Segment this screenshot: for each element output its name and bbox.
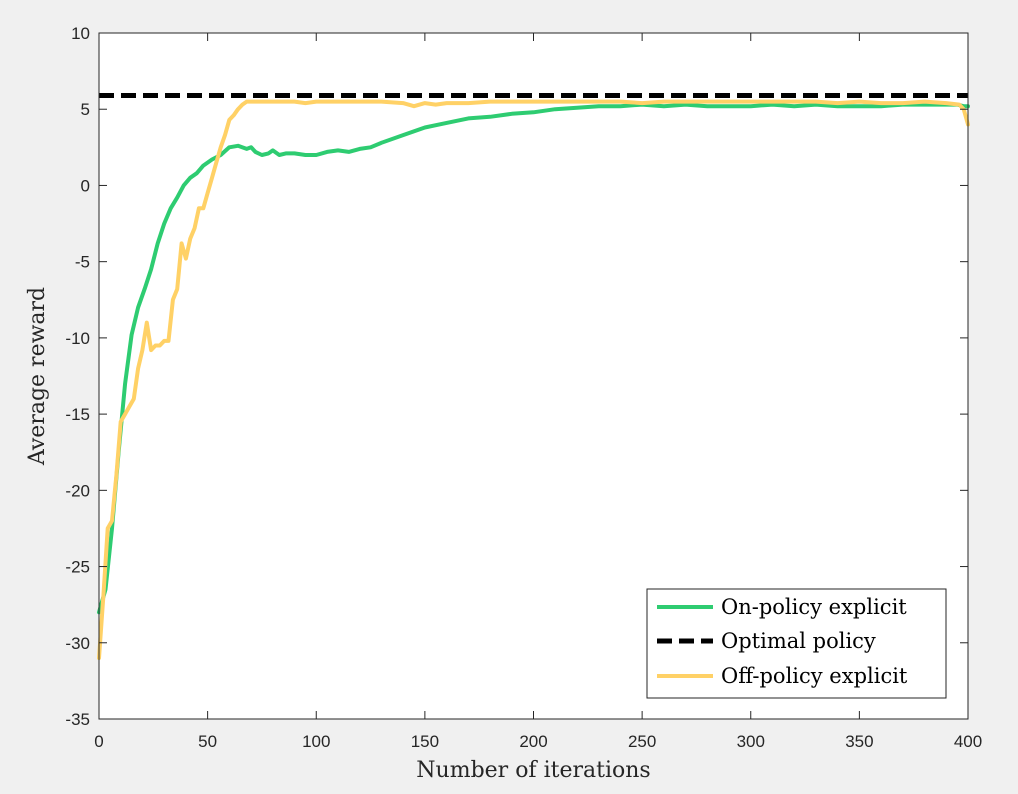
y-tick-label: -25 <box>65 558 90 577</box>
plot-frame <box>98 32 969 720</box>
x-tick-label: 400 <box>954 732 982 751</box>
x-tick-label: 0 <box>94 732 103 751</box>
legend: On-policy explicit Optimal policy Off-poli… <box>646 588 947 699</box>
y-tick-label: 5 <box>81 100 90 119</box>
x-tick-label: 300 <box>737 732 765 751</box>
series-layer <box>97 93 970 660</box>
x-tick-label: 350 <box>845 732 873 751</box>
ticks-layer: 0 50 100 150 200 250 300 350 4001050-5-10-15-20-… <box>65 24 982 751</box>
y-tick-label: 0 <box>81 176 90 195</box>
x-axis-title: Number of iterations <box>416 758 650 783</box>
y-tick-label: 10 <box>71 24 90 43</box>
legend-label-0: On-policy explicit <box>721 595 907 619</box>
y-axis-title: Average reward <box>25 287 50 466</box>
x-tick-label: 250 <box>628 732 656 751</box>
legend-label-1: Optimal policy <box>721 629 876 653</box>
series-line-0 <box>97 102 970 615</box>
y-tick-label: -20 <box>65 481 90 500</box>
x-tick-label: 150 <box>411 732 439 751</box>
legend-label-2: Off-policy explicit <box>721 664 908 688</box>
y-tick-label: -30 <box>65 634 90 653</box>
x-tick-label: 100 <box>302 732 330 751</box>
series-line-2 <box>97 99 970 660</box>
y-tick-label: -10 <box>65 329 90 348</box>
x-tick-label: 200 <box>519 732 547 751</box>
y-tick-label: -15 <box>65 405 90 424</box>
y-tick-label: -35 <box>65 710 90 729</box>
y-tick-label: -5 <box>75 253 90 272</box>
x-tick-label: 50 <box>198 732 217 751</box>
